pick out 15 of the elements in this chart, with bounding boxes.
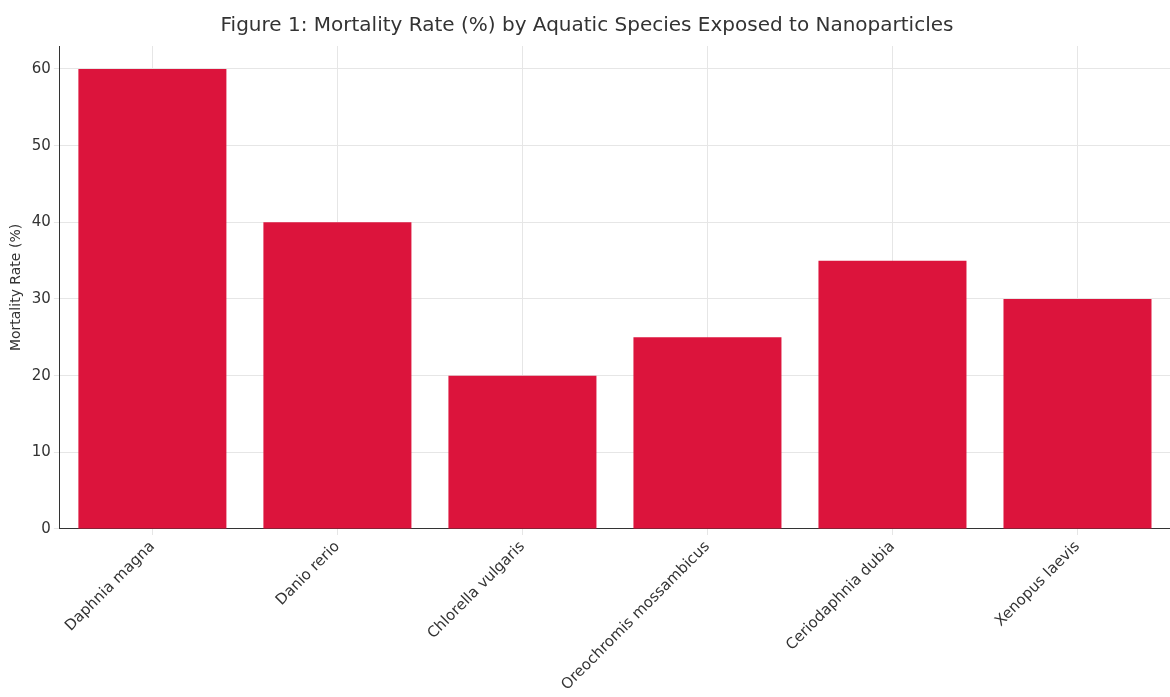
y-tick-label: 40 — [31, 212, 51, 231]
bar — [263, 222, 412, 529]
bar — [633, 337, 782, 529]
y-tick-label: 10 — [31, 442, 51, 461]
y-tick-label: 30 — [31, 288, 51, 307]
y-axis-title: Mortality Rate (%) — [7, 223, 24, 352]
y-tick-label: 20 — [31, 365, 51, 384]
bar — [1003, 298, 1152, 529]
chart-title: Figure 1: Mortality Rate (%) by Aquatic Species Exposed to Nanoparticles — [220, 12, 954, 37]
bar — [818, 260, 967, 529]
y-tick-label: 60 — [31, 58, 51, 77]
y-tick-label: 50 — [31, 135, 51, 154]
bar — [448, 375, 597, 529]
bar — [78, 69, 227, 529]
y-tick-label: 0 — [41, 518, 51, 537]
